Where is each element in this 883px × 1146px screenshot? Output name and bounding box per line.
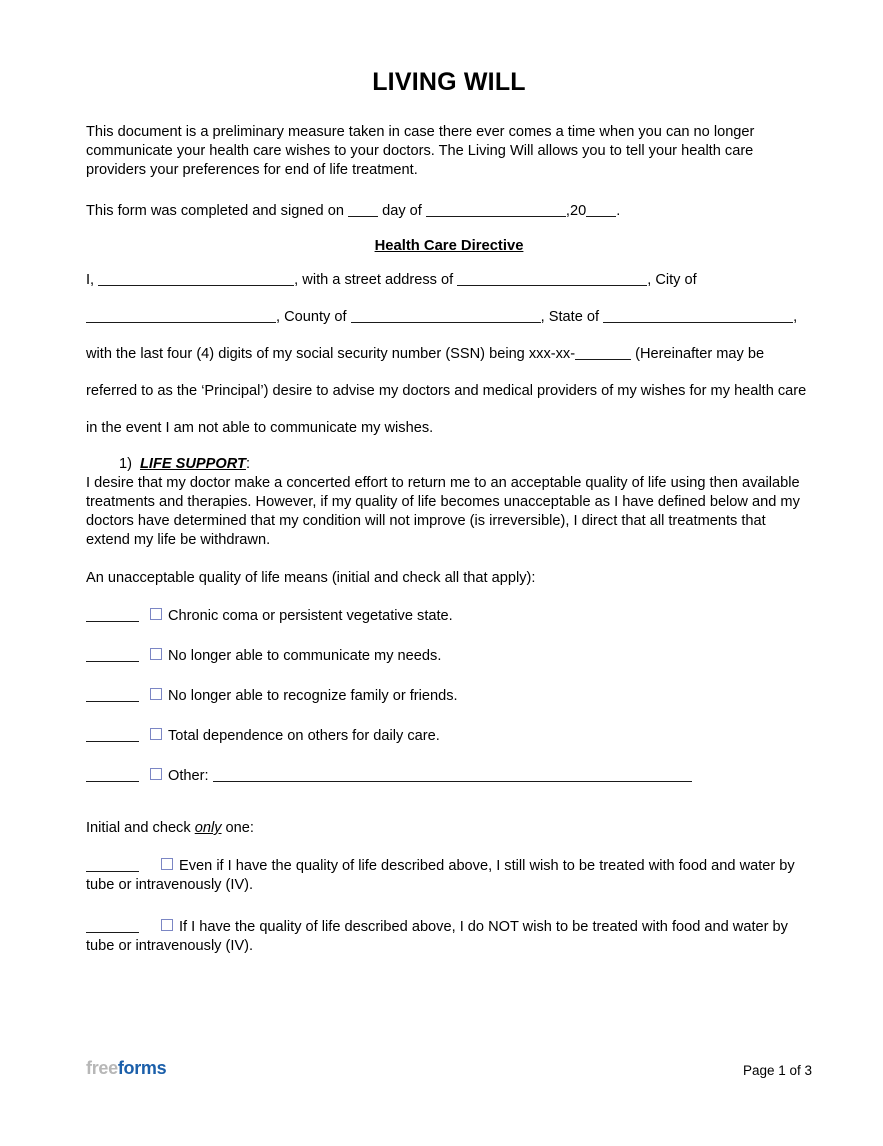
initial-field[interactable]	[86, 750, 139, 782]
quality-of-life-prompt: An unacceptable quality of life means (i…	[86, 570, 536, 586]
choose-one-emphasis: only	[194, 820, 222, 836]
option-label: Other:	[168, 768, 209, 784]
ssn-intro-label: , with the last four (4) digits of my so…	[86, 309, 798, 362]
street-address-field[interactable]	[457, 259, 648, 286]
city-label: , City	[647, 272, 681, 288]
ssn-prefix-label: (SSN) being xxx-xx-	[445, 346, 576, 362]
directive-continuation-1: doctors and medical providers of my wish…	[86, 383, 807, 436]
initial-field[interactable]	[86, 630, 139, 662]
date-period: .	[616, 203, 621, 219]
month-field[interactable]	[425, 190, 566, 217]
principal-definition-text: (Hereinafter may be referred to as the ‘…	[86, 346, 765, 399]
list-item: If I have the quality of life described …	[86, 901, 812, 956]
choose-one-prefix: Initial and check	[86, 820, 195, 836]
checkbox-icon[interactable]	[161, 858, 173, 870]
option-label: No longer able to recognize family or fr…	[168, 688, 458, 704]
directive-continuation-2: communicate my wishes.	[270, 420, 434, 436]
checkbox-icon[interactable]	[150, 648, 162, 660]
state-field[interactable]	[603, 296, 794, 323]
list-item: No longer able to communicate my needs.	[86, 630, 812, 666]
exclusive-options: Even if I have the quality of life descr…	[86, 840, 812, 956]
option-label: Total dependence on others for daily car…	[168, 728, 440, 744]
identification-prefix: I,	[86, 272, 95, 288]
list-item: Total dependence on others for daily car…	[86, 710, 812, 746]
principal-name-field[interactable]	[98, 259, 295, 286]
clause-number: 1)	[119, 456, 132, 472]
checkbox-icon[interactable]	[150, 728, 162, 740]
year-field[interactable]	[586, 190, 617, 217]
checkbox-icon[interactable]	[150, 608, 162, 620]
page-footer: freeforms Page 1 of 3	[86, 1058, 812, 1088]
principal-identification-block: I, , with a street address of , City of …	[86, 254, 812, 447]
logo-text-forms: forms	[117, 1058, 167, 1078]
list-item: Even if I have the quality of life descr…	[86, 840, 812, 895]
list-item: Other:	[86, 750, 812, 786]
city-field[interactable]	[86, 296, 276, 323]
clause-1-body: I desire that my doctor make a concerted…	[86, 475, 800, 548]
option-label: If I have the quality of life described …	[86, 919, 788, 954]
signing-date-line: This form was completed and signed on da…	[86, 180, 812, 221]
initial-field[interactable]	[86, 590, 139, 622]
county-label: , County of	[276, 309, 347, 325]
initial-field[interactable]	[86, 710, 139, 742]
county-field[interactable]	[350, 296, 541, 323]
clause-colon: :	[245, 456, 251, 472]
page-title: LIVING WILL	[372, 68, 526, 96]
page-number: Page 1 of 3	[742, 1063, 812, 1078]
street-address-label: , with a street address of	[294, 272, 454, 288]
year-prefix: ,20	[565, 203, 587, 219]
quality-of-life-options: Chronic coma or persistent vegetative st…	[86, 590, 812, 786]
freeforms-logo[interactable]: freeforms	[86, 1058, 167, 1079]
logo-text-free: free	[86, 1058, 118, 1078]
document-body: LIVING WILL This document is a prelimina…	[86, 0, 812, 972]
checkbox-icon[interactable]	[150, 688, 162, 700]
initial-field[interactable]	[86, 901, 139, 933]
checkbox-icon[interactable]	[150, 768, 162, 780]
intro-paragraph: This document is a preliminary measure t…	[86, 124, 755, 178]
initial-field[interactable]	[86, 840, 139, 872]
clause-1-heading: 1) LIFE SUPPORT:	[86, 447, 812, 472]
choose-one-suffix: one:	[221, 820, 254, 836]
option-label: Even if I have the quality of life descr…	[86, 858, 795, 893]
city-of-label: of	[684, 272, 697, 288]
option-label: Chronic coma or persistent vegetative st…	[168, 608, 453, 624]
signing-date-mid: day of	[382, 203, 422, 219]
list-item: No longer able to recognize family or fr…	[86, 670, 812, 706]
day-field[interactable]	[348, 190, 379, 217]
ssn-last-four-field[interactable]	[575, 333, 632, 360]
other-description-field[interactable]	[212, 751, 692, 782]
initial-field[interactable]	[86, 670, 139, 702]
list-item: Chronic coma or persistent vegetative st…	[86, 590, 812, 626]
checkbox-icon[interactable]	[161, 919, 173, 931]
state-label: , State of	[540, 309, 600, 325]
choose-one-prompt: Initial and check only one:	[86, 806, 812, 836]
clause-title: LIFE SUPPORT	[139, 456, 246, 472]
section-heading-health-care-directive: Health Care Directive	[374, 238, 524, 254]
option-label: No longer able to communicate my needs.	[168, 648, 442, 664]
signing-date-prefix: This form was completed and signed on	[86, 203, 344, 219]
